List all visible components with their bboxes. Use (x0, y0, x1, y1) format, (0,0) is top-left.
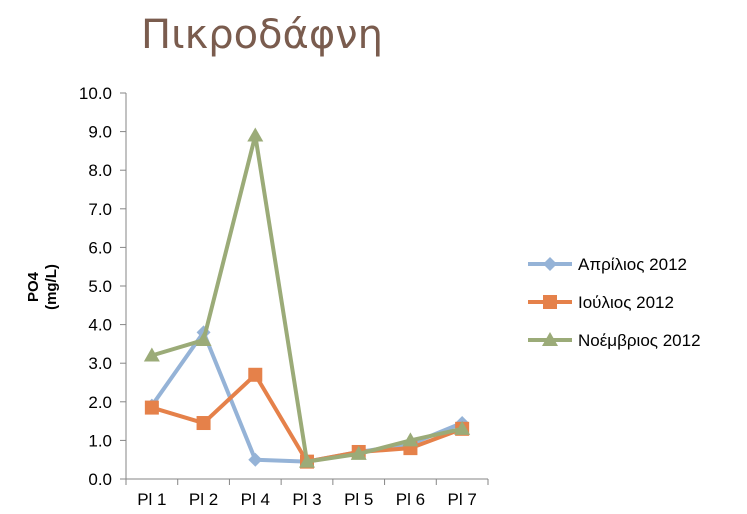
series-3 (143, 127, 471, 468)
data-point (248, 452, 263, 467)
series-1 (144, 325, 470, 469)
y-tick-label: 10.0 (79, 84, 112, 103)
x-tick-label: Pl 7 (447, 490, 476, 509)
legend-label: Ιούλιος 2012 (578, 293, 674, 312)
y-tick-label: 6.0 (88, 238, 112, 257)
data-point (299, 453, 315, 468)
y-tick-label: 0.0 (88, 470, 112, 489)
y-axis-title-name: PO4 (25, 271, 42, 302)
x-tick-label: Pl 5 (344, 490, 373, 509)
y-tick-label: 7.0 (88, 200, 112, 219)
legend-label: Νοέμβριος 2012 (578, 331, 701, 350)
legend-item: Νοέμβριος 2012 (528, 331, 701, 350)
data-point (402, 432, 419, 447)
y-tick-label: 8.0 (88, 161, 112, 180)
y-tick-labels: 0.0 1.0 2.0 3.0 4.0 5.0 6.0 7.0 8.0 9.0 10.0 (79, 84, 112, 489)
chart-title: Πικροδάφνη (141, 12, 383, 58)
data-point (247, 127, 264, 142)
legend-swatch-marker (542, 332, 558, 346)
x-tick-labels: Pl 1 Pl 2 Pl 4 Pl 3 Pl 5 Pl 6 Pl 7 (137, 490, 477, 509)
data-point (144, 400, 159, 415)
data-point (248, 367, 263, 382)
legend-item: Ιούλιος 2012 (528, 293, 674, 312)
x-tick-label: Pl 3 (292, 490, 321, 509)
x-tick-label: Pl 6 (396, 490, 425, 509)
legend-label: Απρίλιος 2012 (578, 255, 687, 274)
y-axis-title: PO4 (mg/L) (25, 264, 60, 310)
y-axis-title-unit: (mg/L) (43, 264, 60, 310)
series-line (151, 133, 463, 464)
legend-swatch-marker (543, 257, 557, 271)
y-tick-label: 2.0 (88, 393, 112, 412)
legend-swatch-marker (543, 295, 557, 309)
y-tick-label: 3.0 (88, 354, 112, 373)
x-tick-label: Pl 2 (189, 490, 218, 509)
legend: Απρίλιος 2012 Ιούλιος 2012 Νοέμβριος 2012 (528, 255, 701, 350)
x-tick-label: Pl 4 (241, 490, 270, 509)
x-tick-label: Pl 1 (137, 490, 166, 509)
y-tick-label: 9.0 (88, 123, 112, 142)
data-point (454, 420, 471, 435)
legend-item: Απρίλιος 2012 (528, 255, 687, 274)
series-layer (143, 127, 471, 469)
axes (120, 92, 489, 485)
y-tick-label: 4.0 (88, 316, 112, 335)
y-tick-label: 5.0 (88, 277, 112, 296)
data-point (196, 416, 211, 431)
data-point (143, 347, 160, 362)
data-point (195, 332, 212, 347)
data-point (350, 445, 367, 460)
y-tick-label: 1.0 (88, 431, 112, 450)
